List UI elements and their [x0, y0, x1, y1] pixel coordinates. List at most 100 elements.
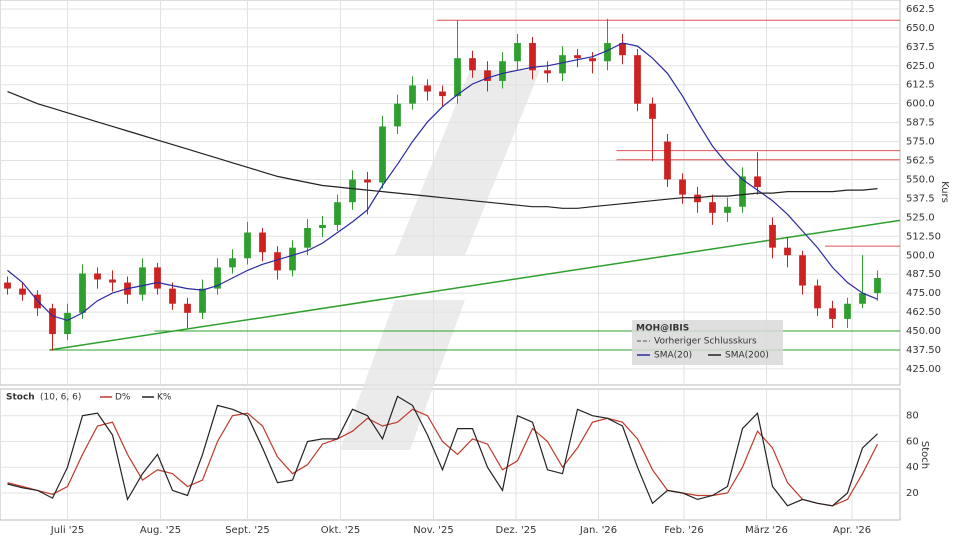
candle-body: [109, 279, 116, 283]
legend-label: Vorheriger Schlusskurs: [654, 337, 757, 347]
legend-symbol: MOH@IBIS: [636, 324, 689, 334]
candle-body: [379, 126, 386, 183]
x-tick-label: Dez. '25: [496, 525, 537, 536]
watermark: [340, 70, 540, 450]
candle-body: [64, 312, 71, 335]
stoch-line: [7, 408, 879, 507]
y-tick-label: 425.00: [906, 364, 941, 375]
candle-body: [829, 308, 836, 319]
candle-body: [604, 43, 611, 62]
y-tick-label: 525.0: [906, 212, 935, 223]
candle-body: [184, 303, 191, 313]
y-tick-label: 450.00: [906, 326, 941, 337]
stoch-panel: [0, 388, 901, 521]
sma-line: [7, 91, 878, 209]
y-tick-label: 60: [906, 436, 919, 447]
y-tick-label: 537.5: [906, 193, 935, 204]
stoch-line: [7, 395, 878, 507]
candle-body: [4, 282, 11, 289]
x-tick-label: Jan. '26: [579, 525, 617, 536]
candle-body: [769, 224, 776, 248]
legend-label: K%: [157, 393, 172, 403]
candle-body: [394, 103, 401, 127]
candle-body: [469, 58, 476, 71]
candle-body: [559, 55, 566, 74]
y-tick-label: 550.0: [906, 174, 935, 185]
candle-body: [619, 43, 626, 56]
candle-body: [649, 103, 656, 119]
candle-body: [814, 285, 821, 309]
candle-body: [544, 70, 551, 74]
y-tick-label: 487.50: [906, 269, 941, 280]
x-tick-label: März '26: [745, 525, 788, 536]
candle-body: [679, 179, 686, 195]
y-tick-label: 612.5: [906, 80, 935, 91]
legend-label: SMA(20): [654, 351, 692, 361]
y-tick-label: 462.50: [906, 307, 941, 318]
candle-body: [154, 267, 161, 289]
candle-body: [169, 288, 176, 304]
candle-body: [799, 255, 806, 286]
stoch-params: (10, 6, 6): [40, 393, 81, 403]
candle-body: [319, 224, 326, 228]
y-tick-label: 20: [906, 488, 919, 499]
candle-body: [199, 288, 206, 313]
y-tick-label: 40: [906, 462, 919, 473]
candle-body: [349, 179, 356, 203]
y-tick-label: 587.5: [906, 118, 935, 129]
price-panel: [0, 0, 901, 386]
y-tick-label: 512.50: [906, 231, 941, 242]
legend-box: [632, 320, 783, 365]
marks: [4, 18, 901, 507]
candle-body: [574, 55, 581, 59]
legend: MOH@IBIS Vorheriger Schlusskurs SMA(20) …: [632, 320, 783, 365]
candle-body: [364, 179, 371, 183]
candle-body: [49, 308, 56, 335]
y-axis-label: Kurs: [939, 181, 950, 203]
y-tick-label: 575.0: [906, 137, 935, 148]
y-tick-label: 600.0: [906, 99, 935, 110]
candle-body: [634, 55, 641, 104]
y-tick-label: 625.0: [906, 61, 935, 72]
sma-line: [7, 42, 878, 322]
candle-body: [274, 252, 281, 271]
y-tick-label: 500.0: [906, 250, 935, 261]
candle-body: [289, 247, 296, 271]
candle-body: [304, 227, 311, 248]
trend-line: [49, 219, 901, 351]
candle-body: [724, 206, 731, 213]
candle-body: [844, 303, 851, 319]
candle-body: [484, 70, 491, 81]
legend-label: D%: [115, 393, 131, 403]
y-tick-label: 650.0: [906, 23, 935, 34]
grid: [0, 0, 900, 520]
x-tick-label: Sept. '25: [225, 525, 270, 536]
candle-body: [244, 232, 251, 259]
y-tick-label: 80: [906, 411, 919, 422]
candle-body: [94, 273, 101, 280]
x-tick-label: Feb. '26: [664, 525, 704, 536]
candle-body: [664, 141, 671, 180]
stoch-axis-label: Stoch: [919, 441, 930, 469]
candle-body: [739, 176, 746, 207]
y-tick-label: 662.5: [906, 4, 935, 15]
stoch-header: Stoch (10, 6, 6) D% K%: [6, 393, 172, 403]
y-tick-label: 637.5: [906, 42, 935, 53]
candle-body: [454, 58, 461, 97]
candle-body: [529, 43, 536, 71]
candle-body: [79, 273, 86, 313]
candle-body: [514, 43, 521, 62]
x-tick-label: Juli '25: [50, 525, 85, 536]
candle-body: [409, 85, 416, 104]
candle-body: [334, 202, 341, 225]
candle-body: [874, 277, 881, 294]
candle-body: [19, 288, 26, 295]
x-tick-label: Nov. '25: [413, 525, 454, 536]
candle-body: [859, 293, 866, 304]
candle-body: [139, 267, 146, 295]
candle-body: [784, 247, 791, 256]
candle-body: [229, 258, 236, 268]
candle-body: [259, 232, 266, 253]
candle-body: [439, 91, 446, 97]
x-tick-label: Aug. '25: [140, 525, 181, 536]
